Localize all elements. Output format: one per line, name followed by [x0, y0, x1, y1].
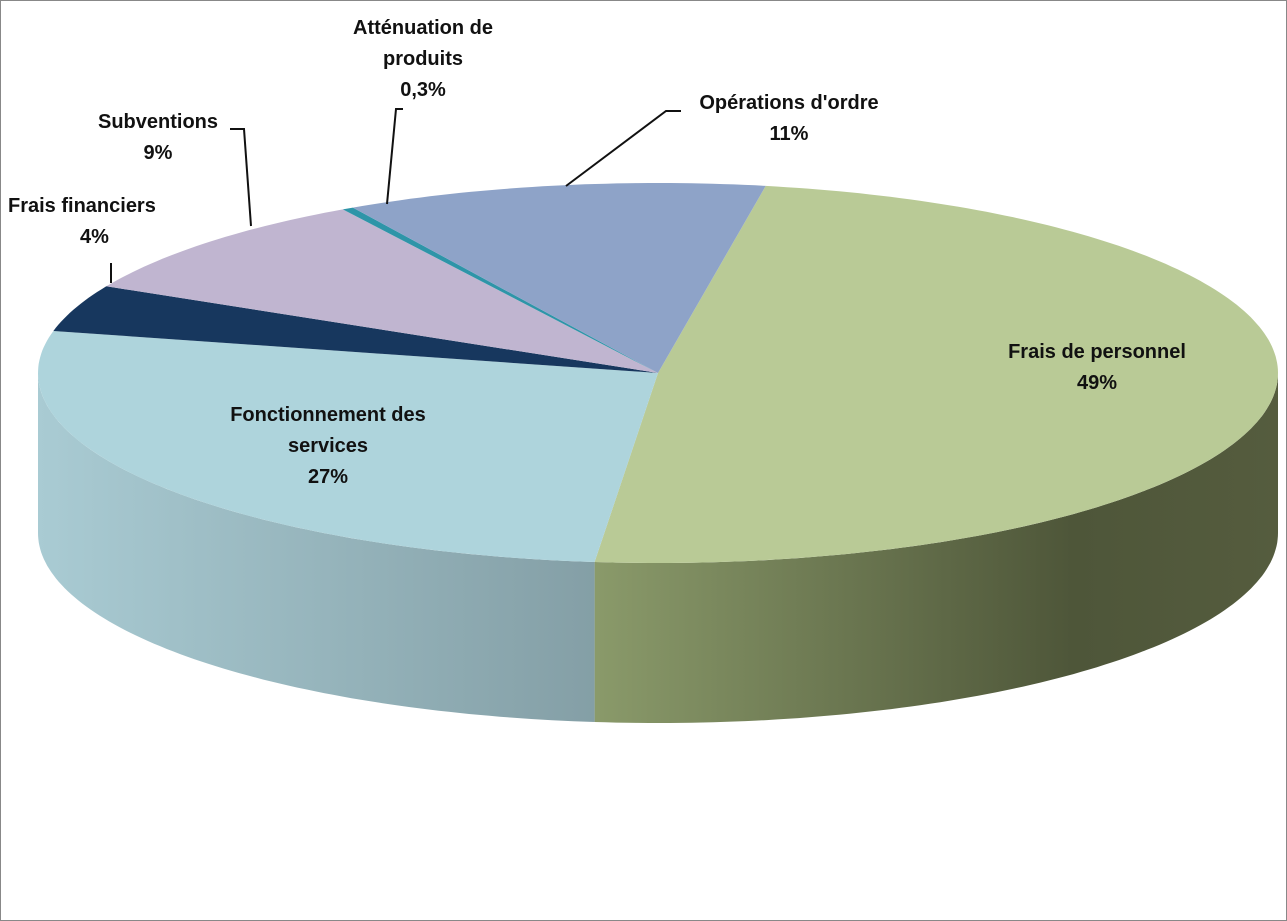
pie-slice [594, 185, 1278, 563]
value-label: 9% [143, 142, 173, 164]
pie-slice [38, 331, 658, 562]
value-label: 4% [80, 226, 109, 248]
value-label: 11% [769, 123, 809, 145]
leader-lines [110, 108, 681, 283]
data-label: Frais financiers 4% [8, 191, 188, 253]
value-label: 49% [1076, 372, 1118, 394]
data-label: Opérations d'ordre 11% [669, 88, 909, 150]
category-label: Frais de personnel [1008, 341, 1186, 363]
leader-line [386, 108, 403, 205]
category-label: Atténuation de produits [353, 17, 493, 70]
category-label: Fonctionnement des services [230, 404, 426, 457]
pie-slice [106, 209, 659, 373]
data-label: Frais de personnel 49% [967, 337, 1227, 399]
data-label: Subventions 9% [78, 107, 238, 169]
category-label: Opérations d'ordre [699, 92, 879, 114]
pie-side [38, 373, 595, 722]
pie-slice [342, 207, 658, 373]
pie-slice [352, 183, 766, 373]
leader-line [230, 128, 252, 227]
pie-sides [38, 373, 1278, 723]
value-label: 27% [307, 466, 349, 488]
value-label: 0,3% [400, 79, 446, 101]
data-label: Atténuation de produits 0,3% [323, 13, 523, 106]
category-label: Subventions [97, 111, 218, 133]
leader-line [565, 110, 681, 187]
pie-slice [53, 286, 658, 373]
pie-side [594, 373, 1278, 723]
pie-tops [38, 183, 1278, 563]
category-label: Frais financiers [8, 195, 156, 217]
data-label: Fonctionnement des services 27% [203, 400, 453, 493]
